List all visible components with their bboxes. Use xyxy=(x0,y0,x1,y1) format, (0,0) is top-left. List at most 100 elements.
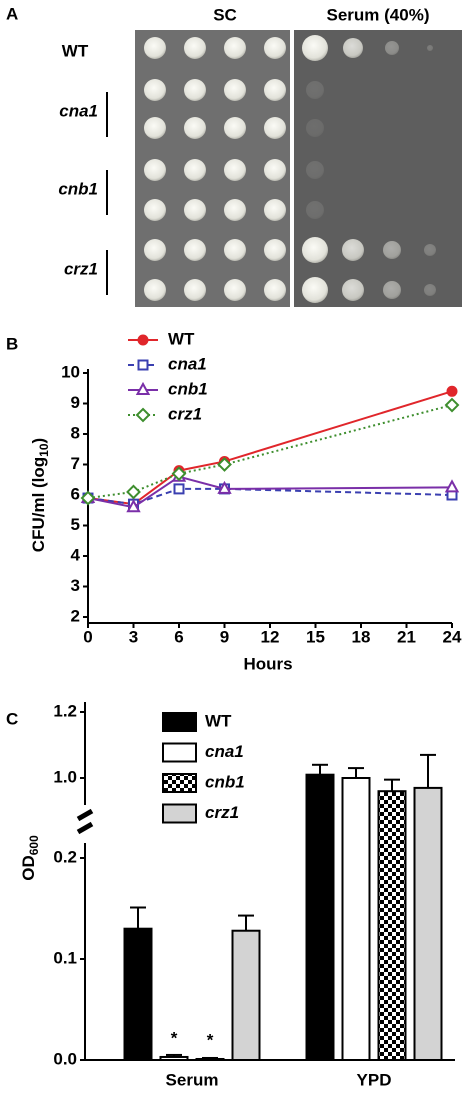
x-tick-label: 24 xyxy=(443,627,462,646)
colony xyxy=(184,199,206,221)
marker xyxy=(137,359,149,371)
marker xyxy=(173,483,185,495)
y-tick-label: 7 xyxy=(71,454,80,473)
panel-label: B xyxy=(6,334,18,353)
error-bar xyxy=(202,1056,218,1059)
bar xyxy=(413,786,443,1062)
condition-label: SC xyxy=(213,5,237,24)
colony xyxy=(343,38,363,58)
y-tick-label: 8 xyxy=(71,423,80,442)
y-tick-label: 5 xyxy=(71,515,80,534)
bar xyxy=(377,790,407,1061)
colony xyxy=(184,279,206,301)
colony xyxy=(184,159,206,181)
marker xyxy=(135,381,151,395)
marker xyxy=(444,479,460,493)
colony xyxy=(224,117,246,139)
significance-mark: * xyxy=(171,1028,178,1047)
legend-label: cnb1 xyxy=(168,379,208,398)
x-tick-label: 6 xyxy=(174,627,183,646)
error-bar xyxy=(166,1053,182,1057)
colony xyxy=(264,117,286,139)
axis-break xyxy=(76,821,94,835)
x-axis-label: Hours xyxy=(243,654,292,673)
colony xyxy=(144,37,166,59)
colony xyxy=(144,159,166,181)
legend-label: cnb1 xyxy=(205,772,245,791)
error-bar xyxy=(312,763,328,775)
colony xyxy=(264,79,286,101)
marker xyxy=(171,466,187,482)
colony xyxy=(184,117,206,139)
bar xyxy=(305,773,335,1061)
x-tick-label: 3 xyxy=(129,627,138,646)
strain-label: cna1 xyxy=(59,101,98,120)
strain-label: crz1 xyxy=(64,259,98,278)
colony xyxy=(306,161,324,179)
colony xyxy=(224,79,246,101)
colony xyxy=(144,199,166,221)
error-bar xyxy=(130,906,146,929)
legend-swatch xyxy=(162,712,197,732)
colony xyxy=(264,279,286,301)
colony xyxy=(385,41,399,55)
panel-label: C xyxy=(6,709,18,728)
colony xyxy=(264,199,286,221)
colony xyxy=(224,239,246,261)
colony xyxy=(306,201,324,219)
marker xyxy=(126,484,141,500)
y-axis-label-part: ) xyxy=(29,438,48,444)
y-axis-label: OD600 xyxy=(19,835,41,881)
colony xyxy=(264,37,286,59)
colony xyxy=(184,37,206,59)
bar xyxy=(195,1057,225,1061)
y-tick-label: 9 xyxy=(71,393,80,412)
error-bar xyxy=(420,753,436,788)
colony xyxy=(424,284,436,296)
colony xyxy=(224,199,246,221)
legend-label: cna1 xyxy=(168,354,207,373)
legend-label: crz1 xyxy=(205,803,239,822)
colony xyxy=(184,79,206,101)
bar xyxy=(159,1055,189,1061)
colony xyxy=(383,241,401,259)
colony xyxy=(144,117,166,139)
colony xyxy=(264,239,286,261)
x-tick-label: 12 xyxy=(261,627,280,646)
axis-break xyxy=(76,808,94,822)
colony xyxy=(383,281,401,299)
colony xyxy=(424,244,436,256)
y-axis-label: CFU/ml (log10) xyxy=(29,438,51,552)
marker xyxy=(137,334,149,346)
colony xyxy=(184,239,206,261)
y-axis-label-part: OD xyxy=(19,855,38,881)
colony xyxy=(302,237,328,263)
legend-label: crz1 xyxy=(168,404,202,423)
legend-swatch xyxy=(162,742,197,763)
colony xyxy=(342,279,364,301)
y-tick-label: 0.2 xyxy=(53,847,77,866)
colony xyxy=(224,37,246,59)
y-axis-label-part: 600 xyxy=(27,835,41,855)
y-tick-label: 1.2 xyxy=(53,701,77,720)
y-tick-label: 2 xyxy=(71,606,80,625)
x-tick-label: 15 xyxy=(306,627,325,646)
colony xyxy=(224,159,246,181)
legend-swatch xyxy=(162,773,197,793)
colony xyxy=(224,279,246,301)
legend-label: cna1 xyxy=(205,742,244,761)
y-tick-label: 6 xyxy=(71,484,80,503)
colony xyxy=(144,79,166,101)
y-axis-label-part: 10 xyxy=(37,443,51,457)
strain-label: cnb1 xyxy=(58,179,98,198)
x-tick-label: 0 xyxy=(83,627,92,646)
legend-label: WT xyxy=(205,711,232,730)
bar xyxy=(231,929,261,1061)
colony xyxy=(302,35,328,61)
x-tick-label: YPD xyxy=(357,1070,392,1089)
y-axis-label-part: CFU/ml (log xyxy=(29,457,48,552)
y-tick-label: 10 xyxy=(61,362,80,381)
condition-label: Serum (40%) xyxy=(327,5,430,24)
